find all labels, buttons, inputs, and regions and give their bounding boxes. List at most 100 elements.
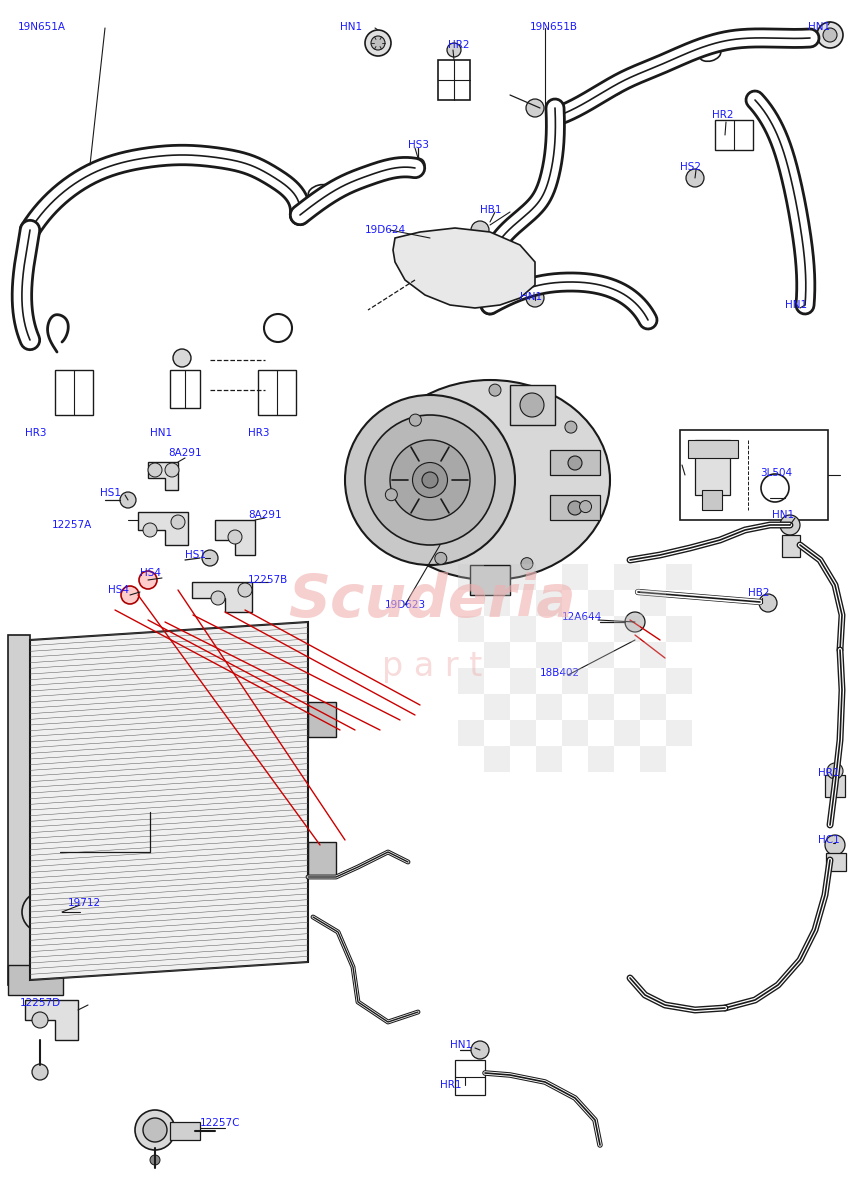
Bar xyxy=(695,440,730,494)
Circle shape xyxy=(526,289,544,307)
Circle shape xyxy=(780,515,800,535)
Circle shape xyxy=(447,43,461,56)
Text: HR3: HR3 xyxy=(25,428,47,438)
Circle shape xyxy=(425,254,435,265)
Bar xyxy=(588,746,614,772)
Bar xyxy=(536,590,562,616)
Circle shape xyxy=(827,763,843,779)
Circle shape xyxy=(143,1118,167,1142)
Bar xyxy=(55,370,93,415)
Bar xyxy=(550,450,600,475)
Circle shape xyxy=(365,30,391,56)
Bar xyxy=(536,746,562,772)
Text: p a r t: p a r t xyxy=(382,649,482,683)
Bar xyxy=(536,642,562,668)
Text: 12257A: 12257A xyxy=(52,520,92,530)
Bar xyxy=(614,616,640,642)
Text: 3L504: 3L504 xyxy=(760,468,792,478)
Polygon shape xyxy=(192,582,252,612)
Text: HN1: HN1 xyxy=(772,510,794,520)
Circle shape xyxy=(420,250,440,270)
Text: HS1: HS1 xyxy=(185,550,206,560)
Bar xyxy=(510,720,536,746)
Text: HS4: HS4 xyxy=(140,568,161,578)
Bar xyxy=(640,590,666,616)
Circle shape xyxy=(568,502,582,515)
Text: HS4: HS4 xyxy=(108,584,129,595)
Circle shape xyxy=(471,1040,489,1058)
Circle shape xyxy=(508,272,522,287)
Bar xyxy=(510,385,555,425)
Circle shape xyxy=(165,463,179,476)
Circle shape xyxy=(143,523,157,538)
Circle shape xyxy=(202,550,218,566)
Circle shape xyxy=(37,907,47,917)
Text: 19D623: 19D623 xyxy=(385,600,426,610)
Polygon shape xyxy=(25,1000,78,1040)
Circle shape xyxy=(521,558,533,570)
Bar xyxy=(455,1060,485,1094)
Bar xyxy=(470,565,510,595)
Bar xyxy=(666,720,692,746)
Bar xyxy=(170,370,200,408)
Bar xyxy=(562,564,588,590)
Bar xyxy=(715,120,753,150)
Text: HN1: HN1 xyxy=(808,22,830,32)
Circle shape xyxy=(385,488,397,500)
Bar xyxy=(588,694,614,720)
Bar xyxy=(640,746,666,772)
Circle shape xyxy=(32,1012,48,1028)
Text: HS3: HS3 xyxy=(408,140,429,150)
Text: 8A291: 8A291 xyxy=(248,510,282,520)
Circle shape xyxy=(759,594,777,612)
Text: 12257D: 12257D xyxy=(20,998,61,1008)
Circle shape xyxy=(817,22,843,48)
Ellipse shape xyxy=(370,380,610,580)
Circle shape xyxy=(568,456,582,470)
Ellipse shape xyxy=(390,440,470,520)
Bar xyxy=(258,370,296,415)
Ellipse shape xyxy=(365,415,495,545)
Bar xyxy=(308,702,336,737)
Circle shape xyxy=(171,515,185,529)
Bar xyxy=(458,668,484,694)
Polygon shape xyxy=(215,520,255,554)
Polygon shape xyxy=(393,228,535,308)
Bar xyxy=(666,564,692,590)
Bar xyxy=(666,616,692,642)
Circle shape xyxy=(173,349,191,367)
Bar xyxy=(688,440,738,458)
Polygon shape xyxy=(30,622,308,980)
Text: HB1: HB1 xyxy=(480,205,501,215)
Circle shape xyxy=(22,892,62,932)
Bar xyxy=(588,642,614,668)
Bar xyxy=(484,746,510,772)
Text: HN1: HN1 xyxy=(450,1040,472,1050)
Ellipse shape xyxy=(345,395,515,565)
Text: HS2: HS2 xyxy=(680,162,701,172)
Bar xyxy=(510,616,536,642)
Bar xyxy=(666,668,692,694)
Circle shape xyxy=(135,1110,175,1150)
Circle shape xyxy=(823,28,837,42)
Ellipse shape xyxy=(422,472,438,488)
Circle shape xyxy=(625,612,645,632)
Circle shape xyxy=(435,552,447,564)
Circle shape xyxy=(228,530,242,544)
Circle shape xyxy=(211,590,225,605)
Text: HR2: HR2 xyxy=(448,40,469,50)
Polygon shape xyxy=(138,512,188,545)
Bar xyxy=(308,842,336,877)
Circle shape xyxy=(796,296,814,314)
Bar xyxy=(680,430,828,520)
Bar xyxy=(614,668,640,694)
Bar xyxy=(510,564,536,590)
Bar xyxy=(8,635,30,985)
Text: 12A644: 12A644 xyxy=(562,612,602,622)
Text: Scuderia: Scuderia xyxy=(289,571,575,629)
Bar xyxy=(640,642,666,668)
Circle shape xyxy=(686,169,704,187)
Text: HR1: HR1 xyxy=(440,1080,461,1090)
Circle shape xyxy=(410,414,422,426)
Circle shape xyxy=(238,583,252,596)
